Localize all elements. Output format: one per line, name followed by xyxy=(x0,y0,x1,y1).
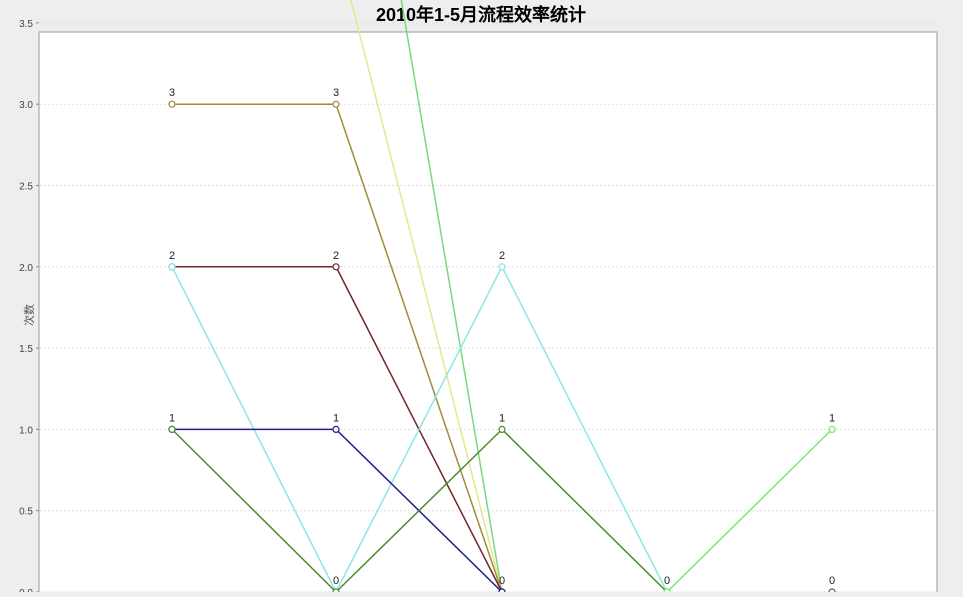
series-line xyxy=(400,0,503,593)
data-point-marker xyxy=(168,425,176,433)
y-tick-label: 3.5 xyxy=(19,19,33,30)
data-label: 0 xyxy=(333,575,339,587)
plot-area xyxy=(38,31,938,597)
data-label: 2 xyxy=(499,250,505,262)
data-label: 0 xyxy=(499,575,505,587)
data-point-marker xyxy=(498,425,506,433)
data-label: 3 xyxy=(333,87,339,99)
y-axis-label: 次数 xyxy=(22,304,36,326)
data-label: 0 xyxy=(829,575,835,587)
data-point-marker xyxy=(168,100,176,108)
data-label: 1 xyxy=(169,412,175,424)
data-label: 2 xyxy=(169,250,175,262)
data-label: 1 xyxy=(499,412,505,424)
data-point-marker xyxy=(498,263,506,271)
y-tick-label: 1.5 xyxy=(19,344,33,355)
data-label: 1 xyxy=(829,412,835,424)
y-tick-label: 3.0 xyxy=(19,100,33,111)
data-label: 1 xyxy=(333,412,339,424)
data-label-group: 66443322211110000 xyxy=(169,87,835,587)
data-point-marker xyxy=(332,425,340,433)
data-label: 3 xyxy=(169,87,175,99)
y-tick-label: 1.0 xyxy=(19,425,33,436)
data-point-marker xyxy=(168,263,176,271)
data-label: 0 xyxy=(664,575,670,587)
chart-title: 2010年1-5月流程效率统计 xyxy=(376,4,586,25)
y-tick-label: 2.5 xyxy=(19,182,33,193)
data-point-marker xyxy=(332,263,340,271)
data-point-marker xyxy=(828,425,836,433)
data-point-marker xyxy=(332,100,340,108)
y-tick-label: 2.0 xyxy=(19,263,33,274)
y-tick-label: 0.0 xyxy=(19,588,33,592)
data-label: 2 xyxy=(333,250,339,262)
series-line xyxy=(666,428,833,593)
y-axis: 0.00.51.01.52.02.53.03.54.04.55.05.56.06… xyxy=(19,19,39,597)
y-tick-label: 0.5 xyxy=(19,507,33,518)
series-line xyxy=(171,428,668,594)
